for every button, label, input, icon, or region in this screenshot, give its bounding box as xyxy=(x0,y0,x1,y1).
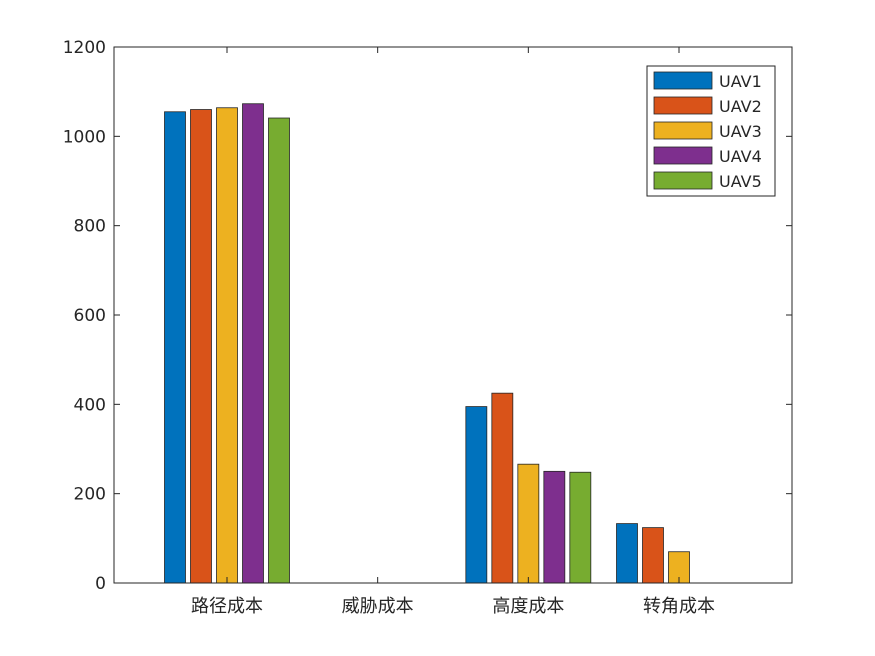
legend-label-uav2: UAV2 xyxy=(719,97,762,116)
y-tick-label: 200 xyxy=(74,485,106,505)
legend-swatch-uav5 xyxy=(653,171,713,190)
x-category-label: 转角成本 xyxy=(643,596,715,617)
legend-swatch-uav4 xyxy=(653,146,713,165)
bar-uav2-cat-3 xyxy=(642,527,664,584)
bar-uav1-cat-2 xyxy=(465,406,488,584)
legend-label-uav1: UAV1 xyxy=(719,72,762,91)
legend: UAV1 UAV2 UAV3 UAV4 UAV5 xyxy=(646,65,776,197)
x-category-label: 路径成本 xyxy=(191,596,263,617)
bars-layer xyxy=(164,103,690,584)
y-tick-label: 1000 xyxy=(63,127,106,147)
bar-uav2-cat-0 xyxy=(190,109,212,584)
bar-uav1-cat-0 xyxy=(164,111,186,584)
bar-uav5-cat-0 xyxy=(268,117,290,584)
legend-swatch-uav1 xyxy=(653,71,713,90)
y-tick-label: 1200 xyxy=(63,38,106,58)
x-category-label: 高度成本 xyxy=(492,596,564,617)
y-tick-label: 600 xyxy=(74,306,106,326)
bar-uav1-cat-3 xyxy=(616,523,638,584)
legend-swatch-uav3 xyxy=(653,121,713,140)
bar-uav4-cat-0 xyxy=(242,103,264,584)
y-tick-label: 400 xyxy=(74,395,106,415)
legend-swatch-uav2 xyxy=(653,96,713,115)
bar-uav3-cat-0 xyxy=(216,107,238,584)
bar-uav3-cat-2 xyxy=(517,463,540,584)
y-tick-label: 800 xyxy=(74,217,106,237)
bar-uav4-cat-2 xyxy=(543,470,566,584)
y-tick-label: 0 xyxy=(95,574,106,594)
axis-ticks: 0 200 400 600 800 1000 1200 路径成本 威胁成本 高度成本 转角成本 xyxy=(63,38,792,617)
legend-label-uav5: UAV5 xyxy=(719,172,762,191)
legend-label-uav4: UAV4 xyxy=(719,147,762,166)
bar-uav5-cat-2 xyxy=(569,471,592,584)
bar-uav2-cat-2 xyxy=(491,392,514,584)
legend-label-uav3: UAV3 xyxy=(719,122,762,141)
x-category-label: 威胁成本 xyxy=(342,596,414,617)
